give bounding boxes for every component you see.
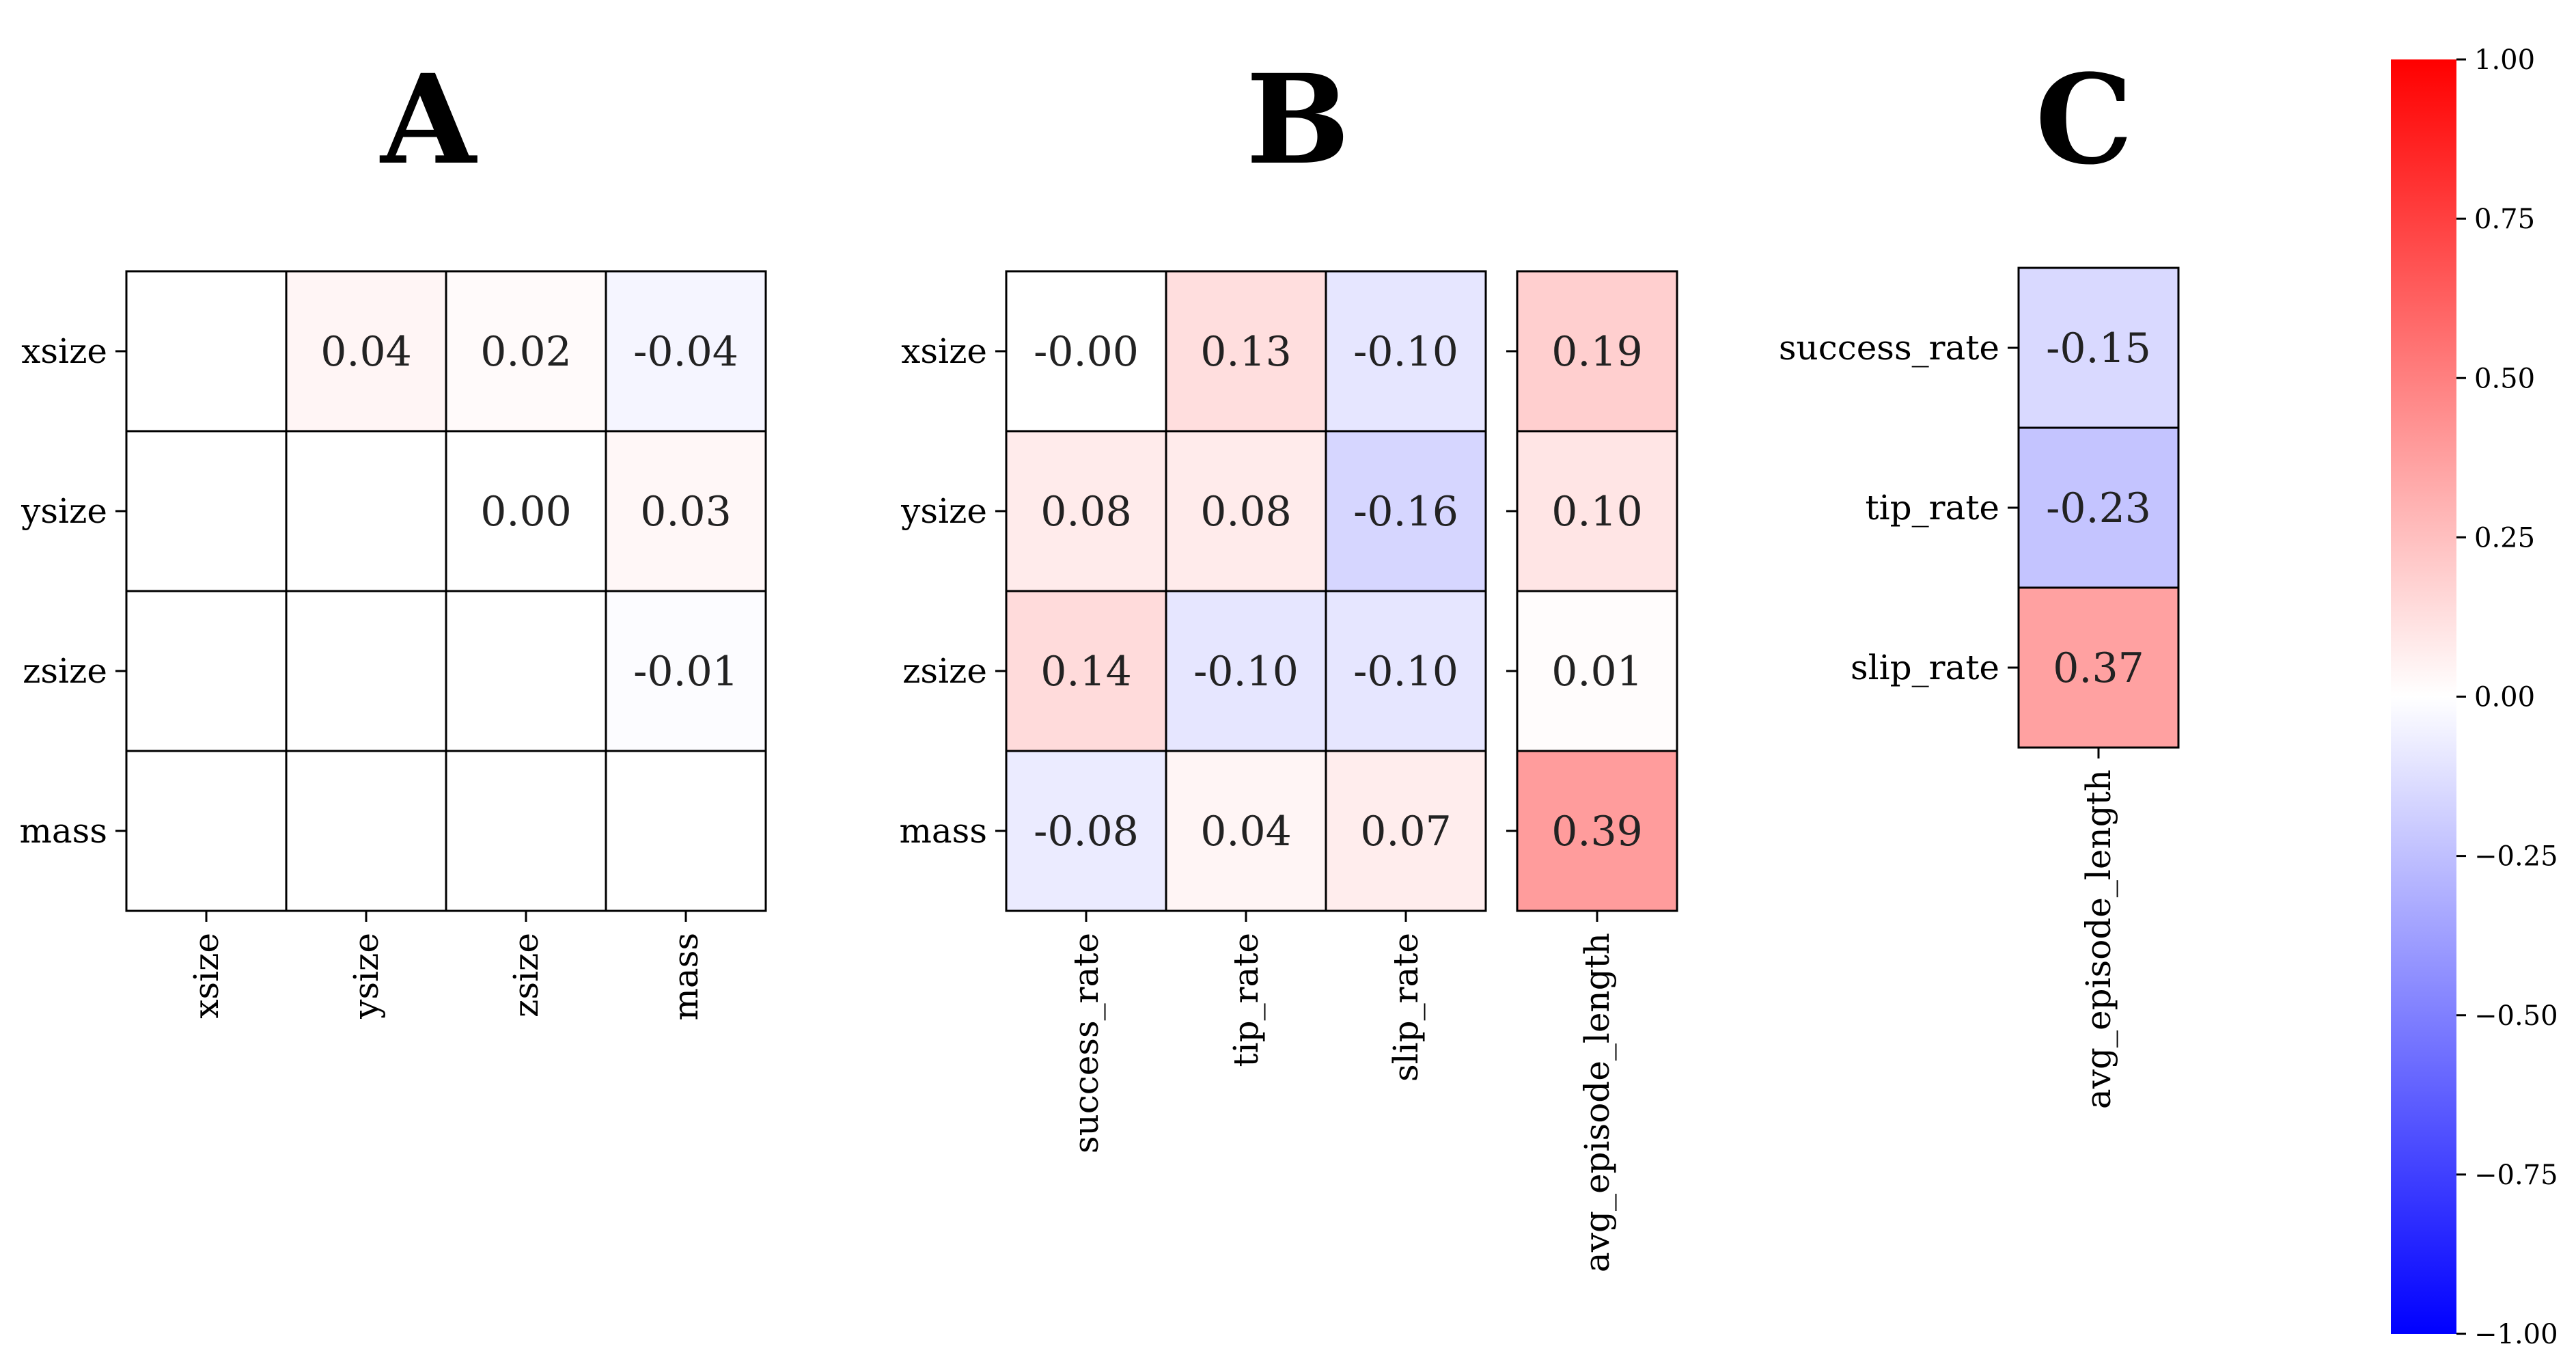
cell-a-r0-c2 (445, 270, 607, 433)
cell-b-r2-c2 (1325, 590, 1487, 752)
cell-label-b-r3-c1: 0.04 (1200, 808, 1292, 856)
cell-label-b2-r0-c0: 0.19 (1551, 328, 1643, 376)
cell-label-b2-r2-c0: 0.01 (1551, 648, 1643, 696)
colorbar-tick-label-6: −0.50 (2474, 1000, 2558, 1032)
row-label-c-1: tip_rate (1866, 488, 1999, 528)
heatmap-c: -0.15 -0.23 0.37 success_rate tip_rate slip_r… (1779, 48, 2180, 1109)
cell-label-b-r1-c0: 0.08 (1040, 488, 1132, 536)
cell-label-a-r2-c3: -0.01 (633, 648, 738, 696)
cell-a-r3-c2 (445, 750, 607, 912)
col-label-c-0: avg_episode_length (2079, 769, 2118, 1109)
row-label-c-0: success_rate (1779, 328, 1999, 368)
col-label-a-3: mass (666, 933, 706, 1021)
col-label-b-2: slip_rate (1386, 933, 1426, 1082)
cell-b-r1-c0 (1005, 430, 1167, 592)
cell-a-r1-c0 (125, 430, 288, 592)
col-label-a-2: zsize (506, 933, 546, 1017)
colorbar-tick-label-1: 0.75 (2474, 204, 2535, 235)
colorbar-tick-label-2: 0.50 (2474, 363, 2535, 394)
frame-a (125, 270, 767, 912)
cell-b-r2-c1 (1165, 590, 1327, 752)
cell-b-r3-c1 (1165, 750, 1327, 912)
cell-a-r2-c2 (445, 590, 607, 752)
panel-title-c: C (2035, 48, 2133, 192)
cell-label-b-r2-c2: -0.10 (1353, 648, 1458, 696)
cell-label-a-r0-c1: 0.04 (320, 328, 412, 376)
cell-label-a-r0-c3: -0.04 (633, 328, 738, 376)
cell-a-r0-c1 (285, 270, 447, 433)
cell-b-r3-c2 (1325, 750, 1487, 912)
row-label-a-2: zsize (23, 651, 107, 691)
panel-title-a: A (379, 48, 477, 192)
row-label-a-1: ysize (20, 491, 107, 531)
colorbar-tick-label-4: 0.00 (2474, 682, 2535, 713)
heatmap-a: 0.04 0.02 -0.04 0.00 0.03 -0.01 xsize ysize zsiz… (19, 48, 767, 1021)
cell-label-a-r0-c2: 0.02 (480, 328, 572, 376)
colorbar-tick-label-0: 1.00 (2474, 44, 2535, 76)
cell-b-r3-c0 (1005, 750, 1167, 912)
row-label-b-1: ysize (900, 491, 987, 531)
cell-label-b-r1-c1: 0.08 (1200, 488, 1292, 536)
row-label-b-3: mass (899, 811, 987, 851)
cell-a-r2-c3 (605, 590, 767, 752)
cell-b-r1-c2 (1325, 430, 1487, 592)
row-label-b-0: xsize (901, 331, 987, 371)
cell-label-b-r3-c0: -0.08 (1034, 808, 1139, 856)
colorbar-tick-label-7: −0.75 (2474, 1160, 2558, 1191)
colorbar-tick-label-8: −1.00 (2474, 1319, 2558, 1350)
col-label-a-0: xsize (186, 933, 226, 1019)
cell-b-r0-c2 (1325, 270, 1487, 433)
cell-label-b-r2-c0: 0.14 (1040, 648, 1132, 696)
cell-a-r0-c0 (125, 270, 288, 433)
heatmap-b-episode-length: 0.19 0.10 0.01 0.39 avg_episode_length (1506, 270, 1678, 1272)
colorbar-tick-label-5: −0.25 (2474, 841, 2558, 873)
col-label-b2-0: avg_episode_length (1577, 933, 1617, 1272)
cell-label-b-r0-c0: -0.00 (1034, 328, 1139, 376)
cell-label-b-r3-c2: 0.07 (1360, 808, 1452, 856)
cell-a-r1-c2 (445, 430, 607, 592)
cell-b2-r0-c0 (1516, 270, 1678, 433)
cell-a-r2-c0 (125, 590, 288, 752)
row-label-b-2: zsize (902, 651, 987, 691)
col-label-a-1: ysize (346, 933, 386, 1020)
cell-a-r1-c3 (605, 430, 767, 592)
cell-label-b-r1-c2: -0.16 (1353, 488, 1458, 536)
cell-label-b-r0-c2: -0.10 (1353, 328, 1458, 376)
row-label-a-3: mass (19, 811, 107, 851)
cell-a-r2-c1 (285, 590, 447, 752)
cell-b2-r2-c0 (1516, 590, 1678, 752)
cell-a-r3-c0 (125, 750, 288, 912)
row-label-a-0: xsize (21, 331, 107, 371)
heatmap-b: -0.00 0.13 -0.10 0.08 0.08 -0.16 0.14 -0.10 -0.1… (899, 48, 1487, 1153)
cell-a-r3-c1 (285, 750, 447, 912)
colorbar-tick-label-3: 0.25 (2474, 522, 2535, 553)
cell-a-r1-c1 (285, 430, 447, 592)
col-label-b-1: tip_rate (1226, 933, 1266, 1067)
cell-label-c-r2-c0: 0.37 (2053, 644, 2144, 692)
colorbar: 1.00 0.75 0.50 0.25 0.00 −0.25 −0.50 −0.75 −1.00 (2391, 44, 2558, 1350)
cell-label-a-r1-c3: 0.03 (640, 488, 732, 536)
panel-title-b: B (1246, 48, 1350, 192)
colorbar-gradient (2391, 59, 2456, 1334)
cell-label-b-r0-c1: 0.13 (1200, 328, 1292, 376)
cell-label-b-r2-c1: -0.10 (1193, 648, 1299, 696)
cell-label-c-r1-c0: -0.23 (2046, 484, 2151, 532)
cell-label-b2-r1-c0: 0.10 (1551, 488, 1643, 536)
col-label-b-0: success_rate (1066, 933, 1106, 1153)
cell-label-a-r1-c2: 0.00 (480, 488, 572, 536)
cell-a-r3-c3 (605, 750, 767, 912)
row-label-c-2: slip_rate (1851, 648, 1999, 687)
cell-label-b2-r3-c0: 0.39 (1551, 808, 1643, 856)
cell-label-c-r0-c0: -0.15 (2046, 325, 2151, 372)
cell-b-r0-c1 (1165, 270, 1327, 433)
